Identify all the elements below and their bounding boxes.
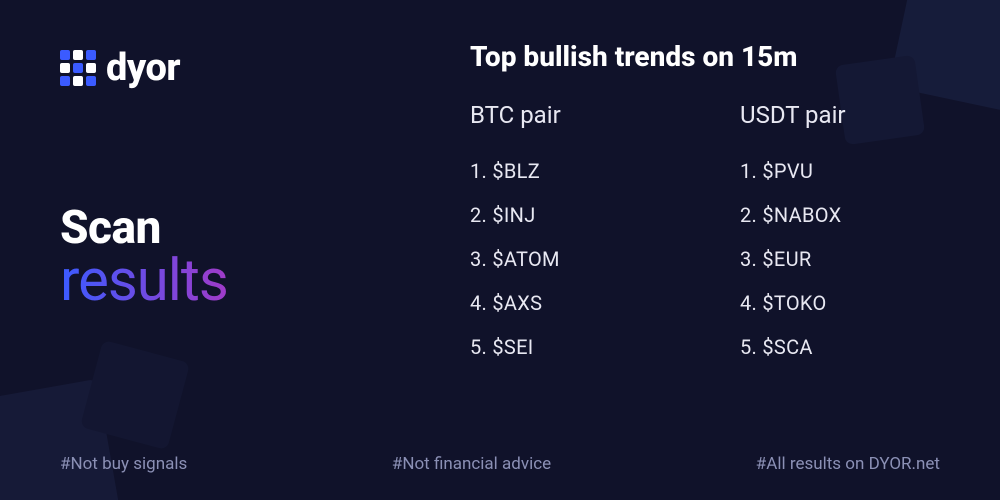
scan-results-heading: Scan results: [60, 205, 450, 312]
results-word: results: [60, 251, 228, 312]
logo-mark-icon: [60, 50, 96, 86]
pair-heading-usdt: USDT pair: [740, 101, 940, 129]
list-item: 5. $SEI: [470, 335, 670, 359]
list-item: 3. $EUR: [740, 247, 940, 271]
trends-title: Top bullish trends on 15m: [470, 40, 940, 73]
footer-tag-3: #All results on DYOR.net: [756, 454, 940, 474]
scan-word: Scan: [60, 205, 450, 251]
pair-list-btc: 1. $BLZ 2. $INJ 3. $ATOM 4. $AXS 5. $SEI: [470, 159, 670, 359]
list-item: 4. $AXS: [470, 291, 670, 315]
card-container: dyor Scan results Top bullish trends on …: [0, 0, 1000, 500]
footer-tag-1: #Not buy signals: [60, 454, 187, 474]
list-item: 5. $SCA: [740, 335, 940, 359]
pair-list-usdt: 1. $PVU 2. $NABOX 3. $EUR 4. $TOKO 5. $S…: [740, 159, 940, 359]
main-row: dyor Scan results Top bullish trends on …: [0, 0, 1000, 454]
pair-col-btc: BTC pair 1. $BLZ 2. $INJ 3. $ATOM 4. $AX…: [470, 101, 670, 359]
right-column: Top bullish trends on 15m BTC pair 1. $B…: [450, 40, 940, 454]
list-item: 4. $TOKO: [740, 291, 940, 315]
logo-text: dyor: [106, 46, 180, 90]
footer-tags: #Not buy signals #Not financial advice #…: [0, 454, 1000, 500]
list-item: 1. $BLZ: [470, 159, 670, 183]
brand-logo: dyor: [60, 46, 450, 90]
list-item: 2. $NABOX: [740, 203, 940, 227]
list-item: 2. $INJ: [470, 203, 670, 227]
left-column: dyor Scan results: [60, 40, 450, 454]
list-item: 1. $PVU: [740, 159, 940, 183]
pair-columns: BTC pair 1. $BLZ 2. $INJ 3. $ATOM 4. $AX…: [470, 101, 940, 359]
list-item: 3. $ATOM: [470, 247, 670, 271]
pair-col-usdt: USDT pair 1. $PVU 2. $NABOX 3. $EUR 4. $…: [740, 101, 940, 359]
footer-tag-2: #Not financial advice: [392, 454, 551, 474]
pair-heading-btc: BTC pair: [470, 101, 670, 129]
